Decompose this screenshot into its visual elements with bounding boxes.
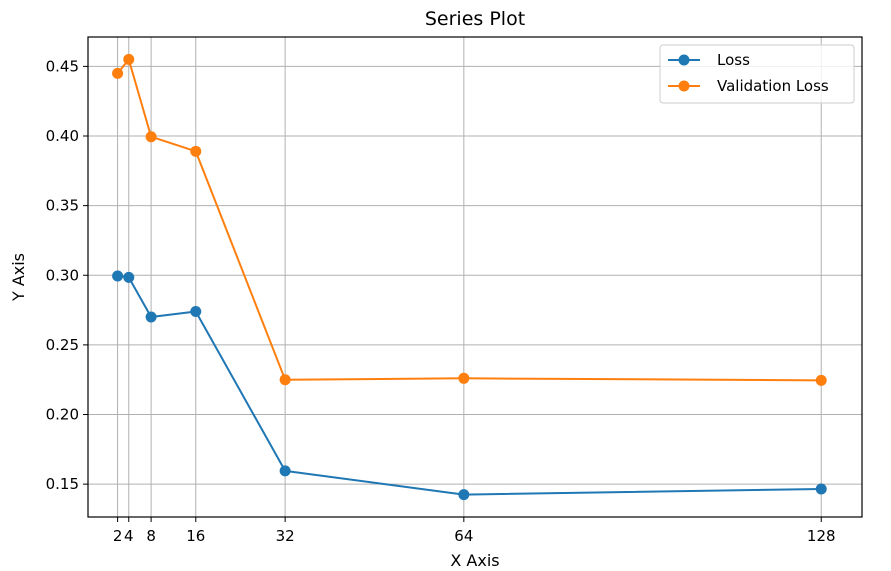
y-tick-label: 0.30 — [46, 266, 79, 284]
legend-label-validation-loss: Validation Loss — [717, 77, 829, 95]
y-tick-label: 0.15 — [46, 475, 79, 493]
grid-lines — [88, 37, 862, 517]
data-point-loss — [190, 305, 202, 317]
data-point-loss — [123, 271, 135, 283]
x-axis-label: X Axis — [450, 551, 499, 570]
chart-title: Series Plot — [425, 8, 525, 30]
x-tick-label: 8 — [146, 527, 156, 545]
x-tick-label: 64 — [454, 527, 473, 545]
y-tick-label: 0.45 — [46, 57, 79, 75]
y-tick-label: 0.35 — [46, 197, 79, 215]
y-axis-label: Y Axis — [9, 253, 28, 302]
y-tick-label: 0.25 — [46, 336, 79, 354]
x-tick-label: 128 — [807, 527, 836, 545]
y-tick-label: 0.20 — [46, 406, 79, 424]
y-tick-label: 0.40 — [46, 127, 79, 145]
x-tick-label: 2 — [113, 527, 123, 545]
plot-area-frame — [87, 36, 863, 518]
legend-marker-loss — [678, 54, 690, 66]
x-axis-ticks: 2 4 8 16 32 64 128 — [113, 517, 836, 545]
x-tick-label: 4 — [124, 527, 134, 545]
data-point-validation-loss — [190, 145, 202, 157]
series-layer — [112, 53, 827, 501]
data-point-validation-loss — [279, 374, 291, 386]
legend-marker-validation-loss — [678, 80, 690, 92]
y-axis-ticks: 0.15 0.20 0.25 0.30 0.35 0.40 0.45 — [46, 57, 88, 493]
data-point-validation-loss — [112, 67, 124, 79]
data-point-loss — [279, 465, 291, 477]
data-point-validation-loss — [815, 374, 827, 386]
legend: Loss Validation Loss — [659, 44, 855, 104]
series-line-validation-loss — [116, 58, 822, 382]
series-line-loss — [117, 274, 822, 496]
data-point-validation-loss — [145, 131, 157, 143]
data-point-loss — [458, 489, 470, 501]
data-point-validation-loss — [123, 53, 135, 65]
data-point-loss — [815, 483, 827, 495]
data-point-validation-loss — [458, 372, 470, 384]
x-tick-label: 32 — [276, 527, 295, 545]
x-tick-label: 16 — [186, 527, 205, 545]
data-point-loss — [112, 270, 124, 282]
legend-box — [659, 44, 855, 104]
legend-label-loss: Loss — [717, 51, 750, 69]
data-point-loss — [145, 311, 157, 323]
